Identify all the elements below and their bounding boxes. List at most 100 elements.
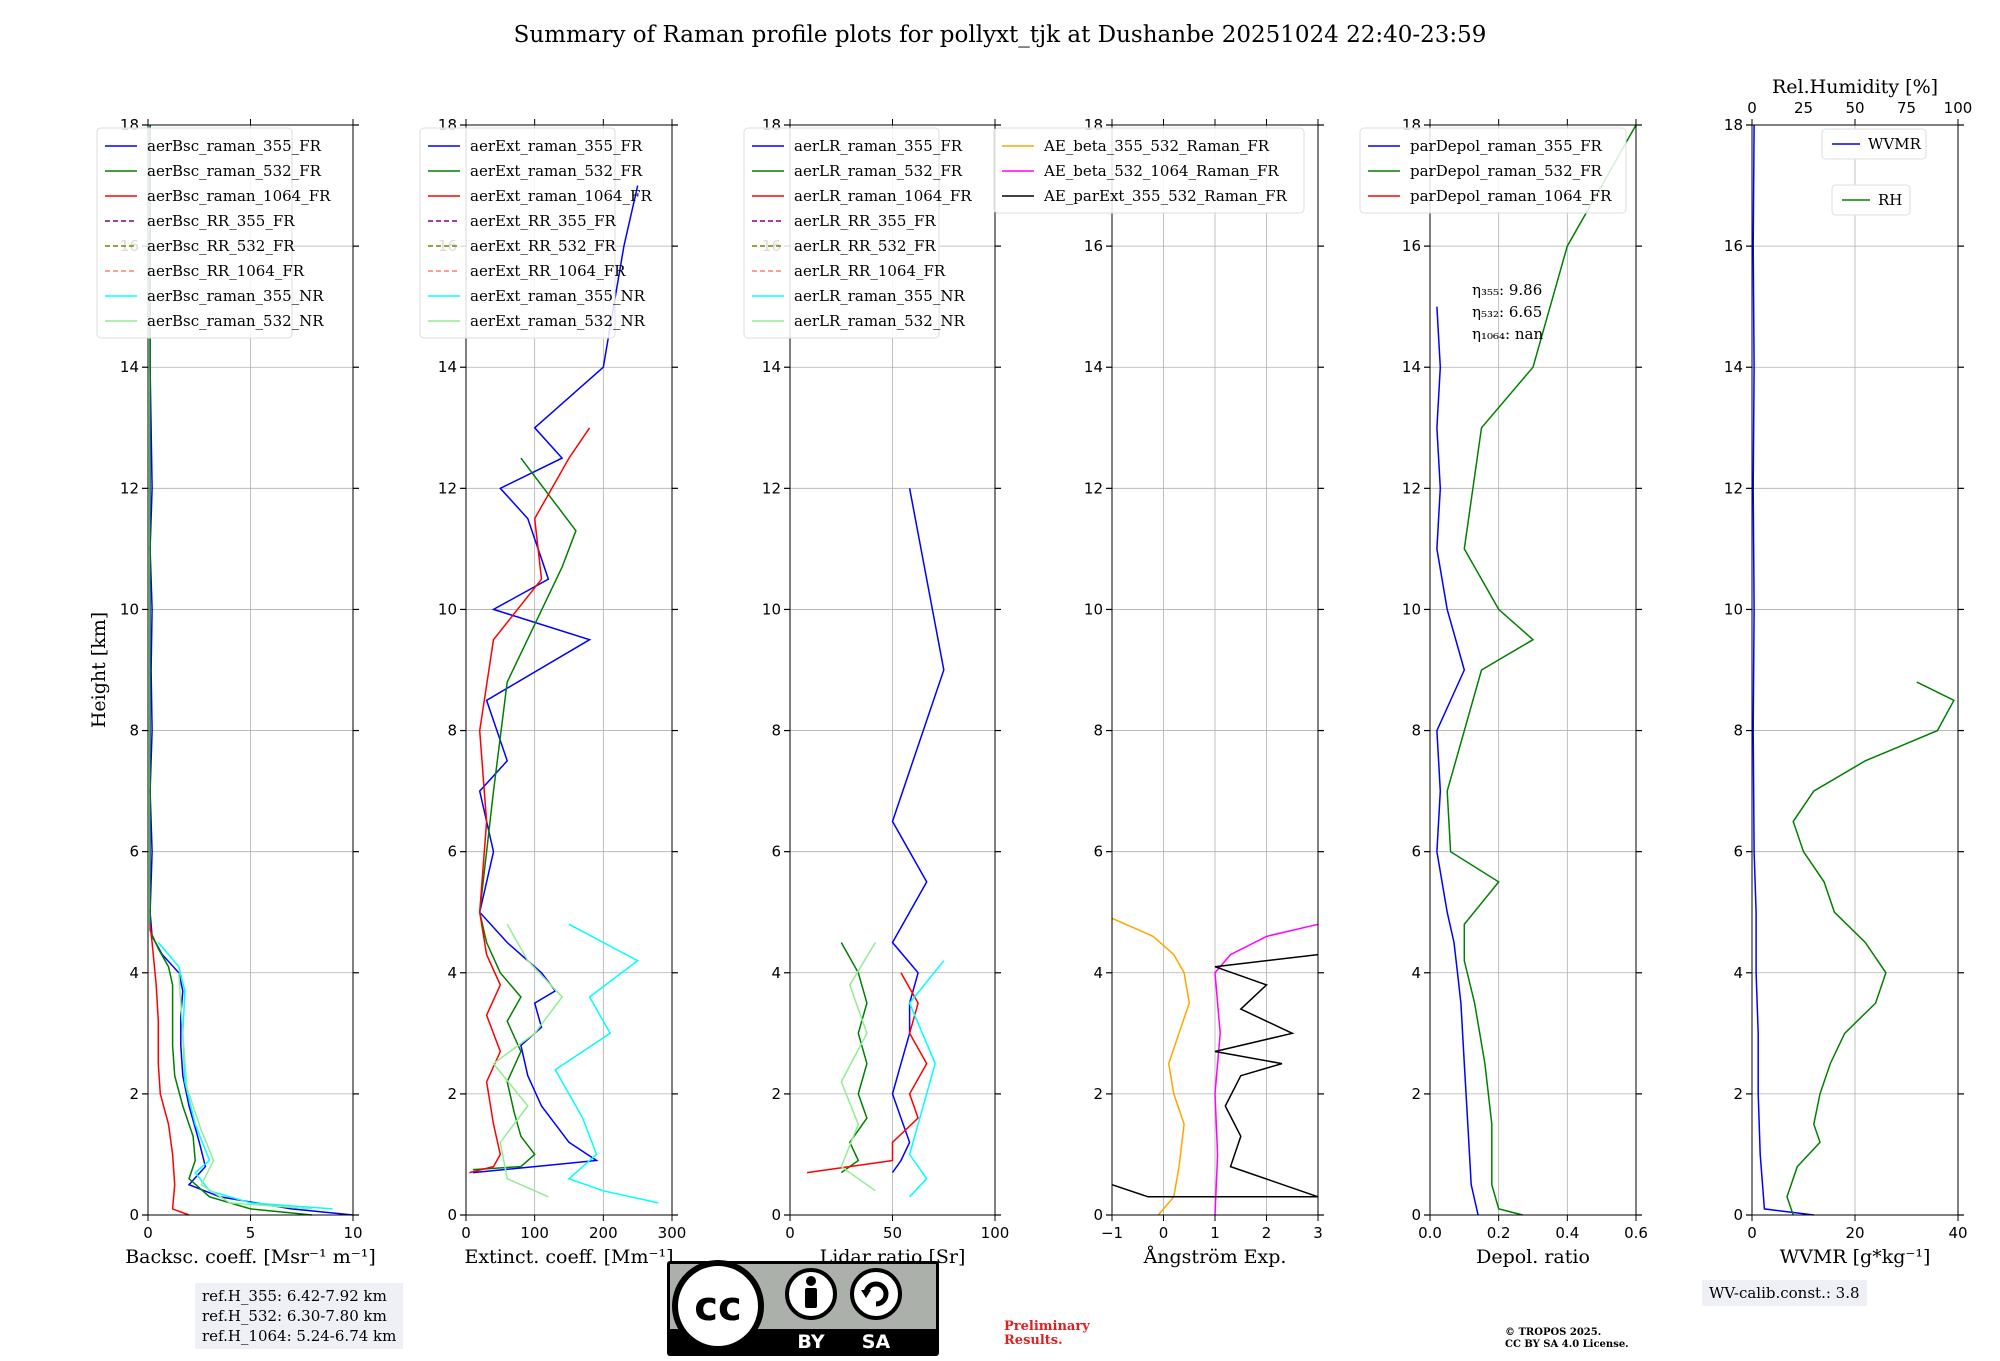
legend-label: aerExt_RR_1064_FR (470, 262, 626, 280)
legend-label: aerBsc_raman_355_NR (147, 287, 324, 305)
legend-box (1831, 184, 1911, 216)
y-tick-label: 10 (1402, 600, 1421, 618)
y-tick-label: 8 (1093, 722, 1103, 740)
series-parDepol_raman_355_FR (1436, 306, 1479, 1216)
sa-share-icon (850, 1268, 902, 1320)
x-tick-label: 100 (520, 1224, 549, 1242)
x-tick-label: 0.2 (1487, 1224, 1511, 1242)
legend-label: RH (1878, 191, 1902, 209)
series-aerBsc_raman_532_FR (149, 125, 313, 1216)
y-tick-label: 10 (762, 600, 781, 618)
y-tick-label: 10 (1084, 600, 1103, 618)
x-tick-label: 0.4 (1555, 1224, 1579, 1242)
y-tick-label: 4 (447, 964, 457, 982)
legend-label: aerLR_RR_532_FR (794, 237, 936, 255)
cc-circle-icon (672, 1260, 764, 1352)
series-AE_parExt_355_532_Raman_FR (1111, 953, 1319, 1198)
axes-frame (465, 124, 673, 1216)
y-tick-label: 14 (1084, 358, 1103, 376)
y-tick-label: 12 (1724, 479, 1743, 497)
legend-label: aerExt_RR_532_FR (470, 237, 617, 255)
top-tick-label: 100 (1944, 99, 1973, 117)
x-tick-label: 50 (883, 1224, 902, 1242)
reference-height-box: ref.H_355: 6.42-7.92 km ref.H_532: 6.30-… (195, 1283, 404, 1349)
top-tick-label: 0 (1747, 99, 1757, 117)
top-tick-label: 50 (1845, 99, 1864, 117)
copyright-notice: © TROPOS 2025. CC BY SA 4.0 License. (1505, 1327, 1629, 1351)
x-tick-label: 0.6 (1624, 1224, 1648, 1242)
y-tick-label: 18 (1724, 116, 1743, 134)
x-tick-label: 20 (1845, 1224, 1864, 1242)
x-tick-label: 2 (1262, 1224, 1272, 1242)
y-tick-label: 0 (447, 1206, 457, 1224)
y-tick-label: 6 (129, 843, 139, 861)
y-tick-label: 4 (1093, 964, 1103, 982)
x-tick-label: 0 (785, 1224, 795, 1242)
series-AE_beta_355_532_Raman_FR (1111, 917, 1191, 1216)
y-tick-label: 14 (438, 358, 457, 376)
series-aerLR_raman_532_NR (840, 942, 877, 1192)
x-axis-label: Ångström Exp. (1143, 1246, 1287, 1268)
x-tick-label: 0 (1747, 1224, 1757, 1242)
y-tick-label: 8 (129, 722, 139, 740)
y-tick-label: 8 (1733, 722, 1743, 740)
y-tick-label: 0 (129, 1206, 139, 1224)
preliminary-line-2: Results. (1004, 1333, 1063, 1348)
y-tick-label: 8 (1411, 722, 1421, 740)
legend-label: aerBsc_RR_1064_FR (147, 262, 305, 280)
y-tick-label: 10 (1724, 600, 1743, 618)
legend-label: parDepol_raman_1064_FR (1410, 187, 1612, 205)
panel-backscatter: 0510024681012141618Backsc. coeff. [Msr⁻¹… (96, 116, 376, 1268)
legend-label: aerBsc_RR_355_FR (147, 212, 295, 230)
y-tick-label: 12 (120, 479, 139, 497)
x-tick-label: −1 (1101, 1224, 1123, 1242)
x-axis-label: Extinct. coeff. [Mm⁻¹] (464, 1246, 673, 1268)
y-tick-label: 2 (447, 1085, 457, 1103)
y-tick-label: 6 (447, 843, 457, 861)
y-tick-label: 8 (447, 722, 457, 740)
legend-label: aerExt_raman_1064_FR (470, 187, 652, 205)
legend-label: AE_beta_355_532_Raman_FR (1043, 137, 1270, 155)
legend-label: WVMR (1868, 135, 1922, 153)
y-tick-label: 0 (771, 1206, 781, 1224)
cc-logo-sa: SA (862, 1331, 891, 1353)
series-WVMR (1752, 124, 1814, 1216)
legend-label: aerLR_raman_355_FR (794, 137, 963, 155)
preliminary-line-1: Preliminary (1004, 1319, 1090, 1334)
legend-label: aerLR_raman_532_FR (794, 162, 963, 180)
x-tick-label: 0 (1159, 1224, 1169, 1242)
y-tick-label: 12 (762, 479, 781, 497)
series-aerLR_raman_532_FR (840, 942, 868, 1174)
y-tick-label: 4 (771, 964, 781, 982)
legend-label: aerLR_RR_1064_FR (794, 262, 946, 280)
series-RH (1786, 681, 1955, 1216)
series-aerExt_raman_355_FR (472, 185, 639, 1174)
legend-label: aerLR_raman_532_NR (794, 312, 965, 330)
legend-label: aerExt_raman_355_NR (470, 287, 646, 305)
cc-logo-by: BY (797, 1331, 824, 1353)
series-aerBsc_raman_1064_FR (149, 924, 190, 1216)
x-tick-label: 300 (658, 1224, 687, 1242)
y-tick-label: 12 (1402, 479, 1421, 497)
legend-box (419, 127, 616, 339)
legend-label: aerLR_raman_355_NR (794, 287, 965, 305)
x-tick-label: 100 (981, 1224, 1010, 1242)
y-tick-label: 4 (1411, 964, 1421, 982)
y-tick-label: 2 (1411, 1085, 1421, 1103)
eta-annotation: η₃₅₅: 9.86 (1472, 281, 1542, 299)
legend-box (1821, 128, 1927, 160)
series-aerLR_raman_355_FR (891, 488, 945, 1174)
legend-label: aerLR_raman_1064_FR (794, 187, 972, 205)
y-tick-label: 0 (1733, 1206, 1743, 1224)
legend-box (743, 127, 940, 339)
y-tick-label: 12 (438, 479, 457, 497)
x-tick-label: 40 (1948, 1224, 1967, 1242)
legend-backscatter: aerBsc_raman_355_FR aerBsc_raman_532_FRae… (96, 127, 331, 339)
legend-extinction: aerExt_raman_355_FR aerExt_raman_532_FRae… (419, 127, 652, 339)
x-tick-label: 3 (1313, 1224, 1323, 1242)
y-tick-label: 10 (438, 600, 457, 618)
series-aerBsc_raman_532_NR (178, 972, 313, 1210)
cc-by-sa-logo: cc BY SA (666, 1260, 940, 1357)
